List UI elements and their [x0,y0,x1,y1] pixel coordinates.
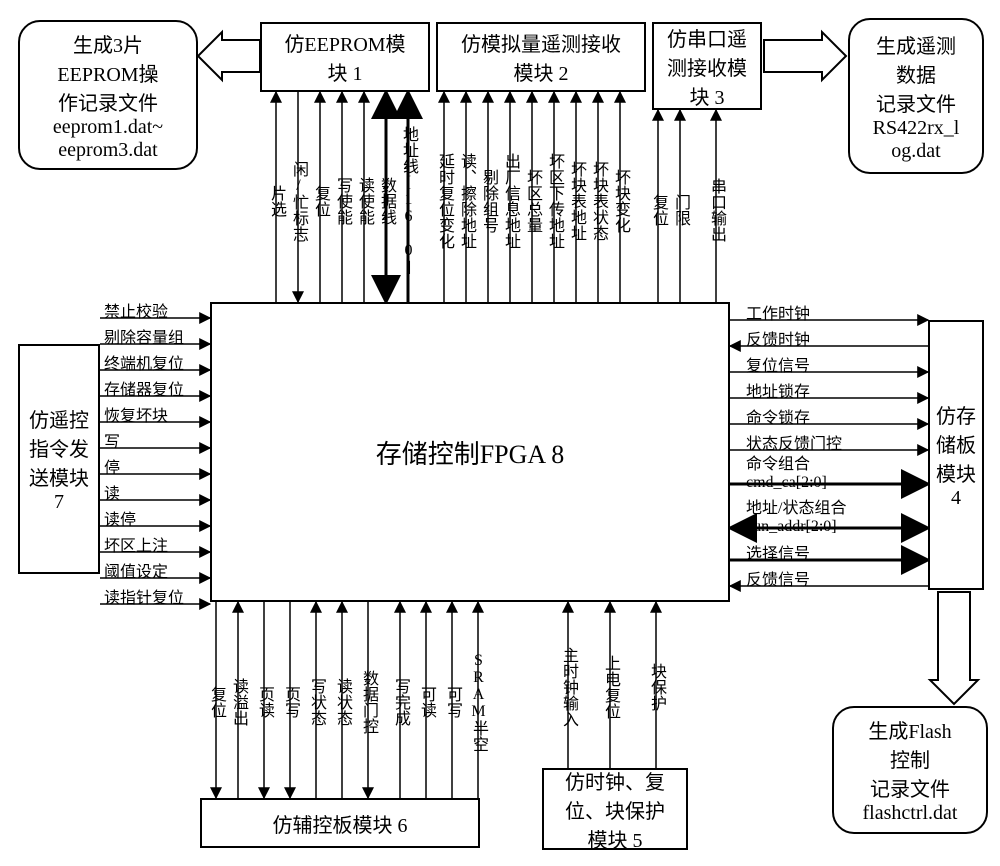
auxMod-box: 仿辅控板模块 6 [200,798,480,848]
eepromLog-box: 生成3片 EEPROM操 作记录文件 eeprom1.dat~ eeprom3.… [18,20,198,170]
bottom-signal-8: 可读 [416,618,436,786]
analogMod-box: 仿模拟量遥测接收 模块 2 [436,22,646,92]
top-signal-8: 读、擦除地址 [456,110,476,292]
fpga-label: 存储控制FPGA 8 [376,434,565,471]
top-signal-16: 复位 [648,128,668,292]
auxMod-label: 仿辅控板模块 6 [273,809,408,838]
right-signal-4: 命令锁存 [746,404,810,428]
top-signal-12: 坏区下传地址 [544,110,564,292]
top-signal-9: 剔除组号 [478,110,498,292]
right-signal-8: 选择信号 [746,540,810,564]
left-signal-7: 读 [104,480,120,504]
top-signal-11: 坏区总量 [522,110,542,292]
eepromMod-label: 仿EEPROM模 块 1 [284,28,405,86]
top-signal-10: 出厂信息地址 [500,110,520,292]
top-signal-0: 片选 [266,110,286,292]
left-signal-0: 禁止校验 [104,298,168,322]
flashLog-box: 生成Flash 控制 记录文件 flashctrl.dat [832,706,988,834]
fpga-box: 存储控制FPGA 8 [210,302,730,602]
left-signal-6: 停 [104,454,120,478]
clk-signal-1: 上电复位 [600,618,620,756]
eepromLog-label: 生成3片 EEPROM操 作记录文件 eeprom1.dat~ eeprom3.… [53,29,163,162]
serialMod-box: 仿串口遥 测接收模 块 3 [652,22,762,110]
remoteCmd-label: 仿遥控 指令发 送模块 7 [29,404,89,514]
left-signal-8: 读停 [104,506,136,530]
serialMod-label: 仿串口遥 测接收模 块 3 [667,23,747,110]
bottom-signal-1: 读溢出 [228,618,248,786]
left-signal-3: 存储器复位 [104,376,184,400]
analogMod-label: 仿模拟量遥测接收 模块 2 [461,28,621,86]
top-signal-3: 写使能 [332,110,352,292]
top-signal-14: 坏块表状态 [588,110,608,292]
bottom-signal-9: 可写 [442,618,462,786]
telemLog-label: 生成遥测 数据 记录文件 RS422rx_l og.dat [873,30,960,163]
right-signal-2: 复位信号 [746,352,810,376]
clk-signal-0: 主时钟输入 [558,618,578,756]
bottom-signal-0: 复位 [206,618,226,786]
bottom-signal-7: 写完成 [390,618,410,786]
right-signal-0: 工作时钟 [746,300,810,324]
bottom-signal-10: SRAM半空 [468,618,488,786]
top-signal-1: 闲/忙标志 [288,110,308,292]
remoteCmd-box: 仿遥控 指令发 送模块 7 [18,344,100,574]
flashLog-label: 生成Flash 控制 记录文件 flashctrl.dat [863,715,958,825]
bottom-signal-2: 页读 [254,618,274,786]
telemLog-box: 生成遥测 数据 记录文件 RS422rx_l og.dat [848,18,984,174]
right-signal-7: 地址/状态组合 cun_addr[2:0] [746,494,846,536]
bottom-signal-3: 页写 [280,618,300,786]
clk-signal-2: 块保护 [646,618,666,756]
top-signal-5: 数据线 [376,110,396,292]
bottom-signal-4: 写状态 [306,618,326,786]
storeMod-label: 仿存 储板 模块 4 [936,400,976,510]
left-signal-1: 剔除容量组 [104,324,184,348]
left-signal-10: 阈值设定 [104,558,168,582]
left-signal-5: 写 [104,428,120,452]
bottom-signal-5: 读状态 [332,618,352,786]
left-signal-2: 终端机复位 [104,350,184,374]
storeMod-box: 仿存 储板 模块 4 [928,320,984,590]
right-signal-6: 命令组合 cmd_ca[2:0] [746,450,827,492]
left-signal-9: 坏区上注 [104,532,168,556]
top-signal-7: 延时复位变化 [434,110,454,292]
top-signal-15: 坏块变化 [610,110,630,292]
left-signal-4: 恢复坏块 [104,402,168,426]
top-signal-4: 读使能 [354,110,374,292]
right-signal-9: 反馈信号 [746,566,810,590]
clkMod-box: 仿时钟、复 位、块保护 模块 5 [542,768,688,850]
top-signal-18: 串口输出 [706,128,726,292]
top-signal-13: 坏块表地址 [566,110,586,292]
bottom-signal-6: 数据门控 [358,618,378,786]
eepromMod-box: 仿EEPROM模 块 1 [260,22,430,92]
right-signal-1: 反馈时钟 [746,326,810,350]
clkMod-label: 仿时钟、复 位、块保护 模块 5 [565,766,665,853]
left-signal-11: 读指针复位 [104,584,184,608]
right-signal-3: 地址锁存 [746,378,810,402]
top-signal-6: 地址线[16:0] [398,110,418,292]
top-signal-17: 门限 [670,128,690,292]
top-signal-2: 复位 [310,110,330,292]
